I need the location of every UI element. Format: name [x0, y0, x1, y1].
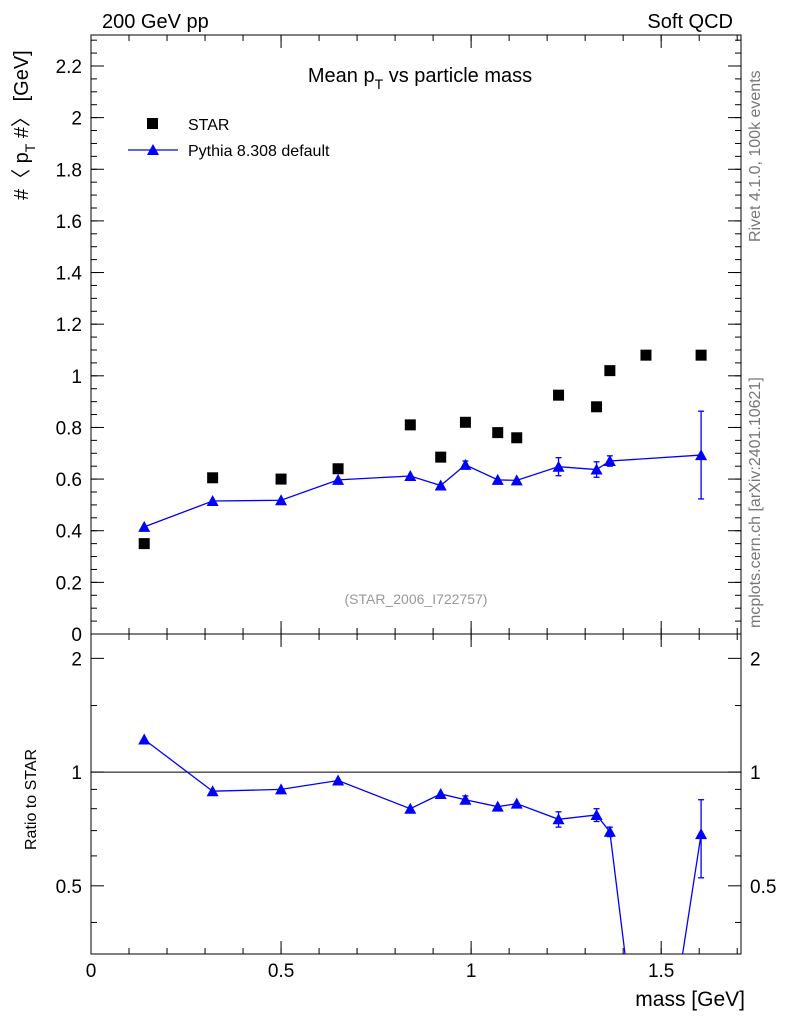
analysis-id-label: (STAR_2006_I722757)	[345, 591, 488, 607]
pythia-point	[459, 458, 472, 470]
star-point	[511, 432, 523, 444]
ratio-point	[138, 733, 151, 745]
y-tick-label: 2	[71, 109, 82, 130]
y-tick-label: 0	[71, 625, 82, 646]
y-tick-label: 1	[71, 367, 82, 388]
pythia-point	[695, 449, 708, 461]
pythia-point	[332, 473, 345, 485]
ratio-y-axis-label: Ratio to STAR	[23, 749, 40, 850]
x-tick-label: 0	[86, 961, 97, 982]
ratio-point	[603, 825, 616, 837]
ratio-tick-label-right: 2	[750, 649, 761, 670]
ratio-point	[332, 774, 345, 786]
pythia-point	[552, 460, 565, 472]
pythia-point	[138, 520, 151, 532]
x-tick-label: 0.5	[268, 961, 294, 982]
x-axis-label: mass [GeV]	[635, 988, 745, 1011]
pythia-point	[206, 495, 219, 507]
ratio-tick-label-right: 0.5	[750, 877, 776, 898]
star-point	[695, 349, 707, 361]
pythia-point	[491, 473, 504, 485]
ratio-series-line	[143, 738, 702, 954]
star-point	[604, 365, 616, 377]
ratio-point	[590, 808, 603, 820]
ratio-tick-label: 0.5	[56, 877, 82, 898]
star-point	[492, 427, 504, 439]
pythia-point	[510, 474, 523, 486]
ratio-plot-frame	[90, 633, 742, 955]
pythia-point	[603, 455, 616, 467]
ratio-point	[491, 800, 504, 812]
pythia-point	[434, 479, 447, 491]
ratio-tick-label-right: 1	[750, 763, 761, 784]
star-point	[553, 389, 565, 401]
legend-star-marker	[147, 118, 158, 129]
ratio-point	[434, 787, 447, 799]
y-tick-label: 0.4	[56, 522, 83, 543]
star-point	[404, 419, 416, 431]
rivet-version-label: Rivet 4.1.0, 100k events	[747, 70, 764, 242]
pythia-point	[404, 469, 417, 481]
star-point	[138, 538, 150, 550]
pythia-point	[590, 463, 603, 475]
star-point	[332, 463, 344, 475]
ratio-point	[404, 802, 417, 814]
y-tick-label: 0.6	[56, 470, 82, 491]
ratio-point	[459, 793, 472, 805]
ratio-point	[206, 785, 219, 797]
x-tick-label: 1	[466, 961, 477, 982]
y-tick-label: 2.2	[56, 57, 82, 78]
star-point	[207, 472, 219, 484]
y-axis-label: #〈 pT #〉 [GeV]	[11, 50, 38, 200]
y-tick-label: 1.8	[56, 160, 82, 181]
legend-pythia-marker	[147, 144, 159, 155]
ratio-series-group	[138, 733, 708, 954]
y-tick-label: 1.4	[56, 264, 83, 285]
y-tick-label: 1.6	[56, 212, 82, 233]
ratio-point	[695, 828, 708, 840]
y-tick-label: 0.8	[56, 418, 82, 439]
star-point	[275, 473, 287, 485]
x-tick-label: 1.5	[648, 961, 674, 982]
ratio-tick-label: 1	[71, 763, 82, 784]
chart-title: Mean pT vs particle mass	[308, 65, 532, 92]
ratio-tick-label: 2	[71, 649, 82, 670]
star-point	[640, 349, 652, 361]
star-point	[591, 401, 603, 413]
star-point	[435, 451, 447, 463]
ratio-point	[552, 813, 565, 825]
star-point	[459, 416, 471, 428]
ratio-point	[275, 783, 288, 795]
legend-pythia-label: Pythia 8.308 default	[188, 143, 330, 160]
ratio-point	[510, 797, 523, 809]
y-tick-label: 1.2	[56, 315, 82, 336]
y-tick-label: 0.2	[56, 573, 82, 594]
legend-star-label: STAR	[188, 117, 229, 134]
header-category-label: Soft QCD	[647, 11, 733, 33]
pythia-series-line	[143, 454, 702, 528]
mcplots-reference-label: mcplots.cern.ch [arXiv:2401.10621]	[747, 377, 764, 628]
pythia-point	[275, 494, 288, 506]
header-energy-label: 200 GeV pp	[102, 11, 209, 33]
